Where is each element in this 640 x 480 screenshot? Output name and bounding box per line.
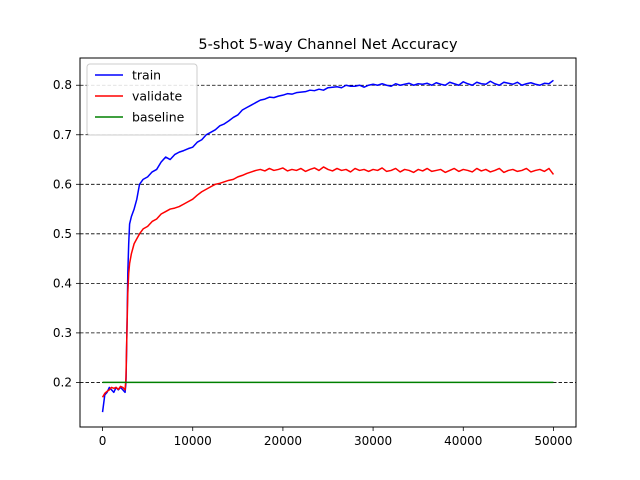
x-axis: 0 10000 20000 30000 40000 50000: [99, 427, 573, 448]
x-tick-label-1: 10000: [174, 434, 212, 448]
y-tick-label-6: 0.8: [53, 78, 72, 92]
y-tick-label-3: 0.5: [53, 227, 72, 241]
plot-frame: [79, 57, 577, 428]
legend-label-train: train: [132, 68, 161, 83]
series-layer: [101, 79, 555, 413]
y-tick-label-5: 0.7: [53, 128, 72, 142]
x-tick-label-2: 20000: [264, 434, 302, 448]
x-tick-label-0: 0: [99, 434, 107, 448]
legend-label-baseline: baseline: [132, 110, 185, 125]
x-tick-label-5: 50000: [534, 434, 572, 448]
legend-label-validate: validate: [132, 89, 182, 104]
x-tick-label-3: 30000: [354, 434, 392, 448]
y-tick-label-0: 0.2: [53, 375, 72, 389]
y-tick-label-4: 0.6: [53, 177, 72, 191]
y-axis: 0.2 0.3 0.4 0.5 0.6 0.7 0.8: [53, 78, 80, 389]
chart-title: 5-shot 5-way Channel Net Accuracy: [198, 37, 458, 53]
series-line-validate: [101, 166, 555, 398]
x-tick-label-4: 40000: [444, 434, 482, 448]
y-tick-label-2: 0.4: [53, 276, 72, 290]
series-line-train: [101, 79, 554, 413]
y-tick-label-1: 0.3: [53, 326, 72, 340]
legend: train validate baseline: [86, 63, 198, 136]
